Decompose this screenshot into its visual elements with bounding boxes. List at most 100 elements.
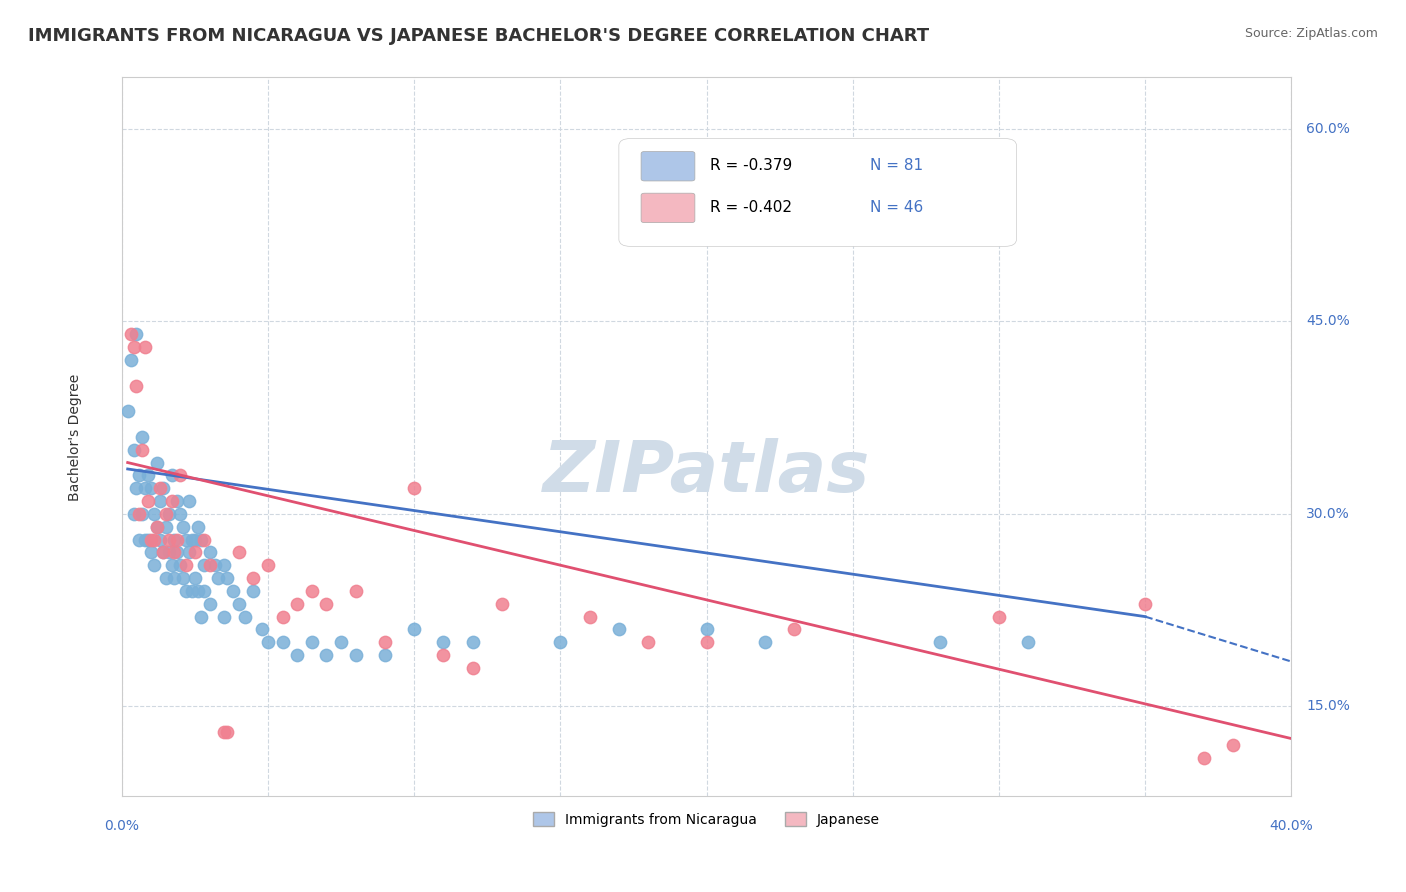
Point xyxy=(987,609,1010,624)
Point xyxy=(131,507,153,521)
Point xyxy=(117,404,139,418)
Text: 60.0%: 60.0% xyxy=(1306,122,1350,136)
Point xyxy=(139,545,162,559)
Text: Bachelor's Degree: Bachelor's Degree xyxy=(67,373,82,500)
Point xyxy=(233,609,256,624)
Point xyxy=(157,507,180,521)
Point xyxy=(139,481,162,495)
Point xyxy=(315,648,337,662)
Text: 40.0%: 40.0% xyxy=(1270,820,1313,833)
Point xyxy=(184,545,207,559)
Point xyxy=(163,533,186,547)
FancyBboxPatch shape xyxy=(619,138,1017,246)
Point xyxy=(155,507,177,521)
Point xyxy=(122,442,145,457)
Text: N = 81: N = 81 xyxy=(870,159,924,173)
Point xyxy=(301,635,323,649)
Point xyxy=(172,571,194,585)
Point xyxy=(204,558,226,573)
Point xyxy=(134,533,156,547)
Point xyxy=(120,327,142,342)
Point xyxy=(152,481,174,495)
Point xyxy=(242,571,264,585)
Point xyxy=(432,635,454,649)
Point xyxy=(157,545,180,559)
Point xyxy=(134,481,156,495)
Point xyxy=(190,533,212,547)
Text: R = -0.379: R = -0.379 xyxy=(710,159,793,173)
Text: R = -0.402: R = -0.402 xyxy=(710,200,792,215)
Point xyxy=(783,623,806,637)
Point xyxy=(143,507,166,521)
Point xyxy=(155,520,177,534)
Point xyxy=(250,623,273,637)
Point xyxy=(578,609,600,624)
Point xyxy=(136,533,159,547)
Point xyxy=(344,648,367,662)
Point xyxy=(344,583,367,598)
Point xyxy=(193,533,215,547)
Point xyxy=(160,468,183,483)
Point xyxy=(607,623,630,637)
Point xyxy=(169,468,191,483)
Point xyxy=(166,545,188,559)
Point xyxy=(193,583,215,598)
Point xyxy=(169,558,191,573)
Point xyxy=(242,583,264,598)
Point xyxy=(461,661,484,675)
Point xyxy=(491,597,513,611)
Point xyxy=(190,609,212,624)
Point xyxy=(177,494,200,508)
Point xyxy=(149,494,172,508)
Point xyxy=(181,583,204,598)
FancyBboxPatch shape xyxy=(641,152,695,181)
Point xyxy=(139,533,162,547)
Point xyxy=(174,583,197,598)
Point xyxy=(122,340,145,354)
Point xyxy=(128,507,150,521)
Point xyxy=(163,545,186,559)
Point xyxy=(136,494,159,508)
Point xyxy=(120,352,142,367)
Point xyxy=(696,635,718,649)
Legend: Immigrants from Nicaragua, Japanese: Immigrants from Nicaragua, Japanese xyxy=(527,806,886,832)
Point xyxy=(128,468,150,483)
Point xyxy=(149,533,172,547)
Point xyxy=(1222,738,1244,752)
Point xyxy=(404,481,426,495)
Text: Source: ZipAtlas.com: Source: ZipAtlas.com xyxy=(1244,27,1378,40)
Point xyxy=(152,545,174,559)
Point xyxy=(172,520,194,534)
Point xyxy=(143,558,166,573)
Text: 0.0%: 0.0% xyxy=(104,820,139,833)
Point xyxy=(550,635,572,649)
Point xyxy=(193,558,215,573)
Point xyxy=(146,520,169,534)
Point xyxy=(285,648,308,662)
Point xyxy=(131,442,153,457)
Point xyxy=(166,494,188,508)
Point xyxy=(166,533,188,547)
Point xyxy=(461,635,484,649)
Point xyxy=(257,635,280,649)
Point xyxy=(1192,751,1215,765)
Point xyxy=(134,340,156,354)
Point xyxy=(754,635,776,649)
Text: N = 46: N = 46 xyxy=(870,200,924,215)
Point xyxy=(432,648,454,662)
Point xyxy=(1017,635,1039,649)
Point xyxy=(212,609,235,624)
FancyBboxPatch shape xyxy=(641,194,695,223)
Point xyxy=(125,481,148,495)
Point xyxy=(222,583,245,598)
Point xyxy=(146,456,169,470)
Point xyxy=(152,545,174,559)
Text: IMMIGRANTS FROM NICARAGUA VS JAPANESE BACHELOR'S DEGREE CORRELATION CHART: IMMIGRANTS FROM NICARAGUA VS JAPANESE BA… xyxy=(28,27,929,45)
Point xyxy=(315,597,337,611)
Point xyxy=(217,725,239,739)
Point xyxy=(146,520,169,534)
Point xyxy=(696,623,718,637)
Point xyxy=(929,635,952,649)
Point xyxy=(1133,597,1156,611)
Point xyxy=(257,558,280,573)
